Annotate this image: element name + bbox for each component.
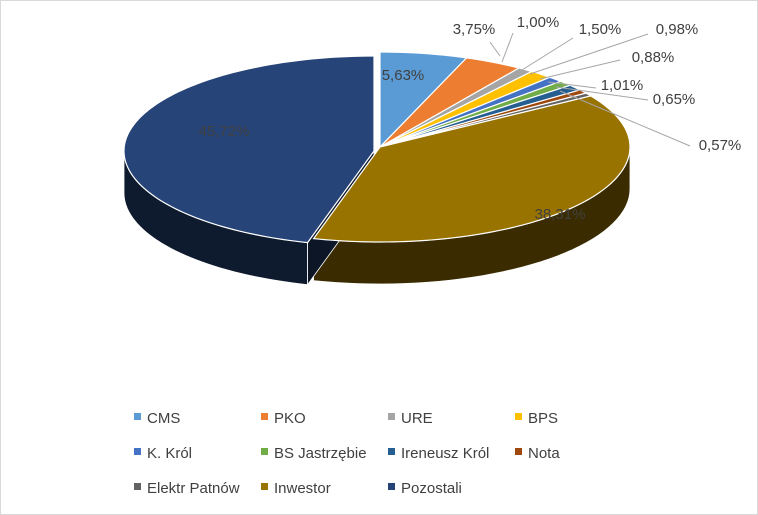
pie-tops [123,51,631,244]
legend-swatch-nota [515,448,522,455]
data-label-pko: 3,75% [453,21,496,38]
legend-label-pozostali: Pozostali [401,480,462,497]
data-label-bps: 1,50% [579,21,622,38]
leader-line-nota [555,86,649,101]
data-label-k-krol: 0,98% [656,21,699,38]
pie-slice-cms [379,51,468,149]
legend-label-nota: Nota [528,445,560,462]
legend-label-elektr-patnow: Elektr Patnów [147,480,240,497]
legend-label-ireneusz-krol: Ireneusz Król [401,445,489,462]
leader-line-bs-jastrzebie [539,59,621,80]
legend-swatch-bps [515,413,522,420]
leader-line-k-krol [529,33,649,75]
pie-slice-inwestor [312,95,631,243]
data-label-elektr-patnow: 0,57% [699,137,742,154]
leader-line-ure [501,32,514,63]
legend-label-bps: BPS [528,410,558,427]
legend-swatch-pozostali [388,483,395,490]
legend-swatch-bs-jastrzebie [261,448,268,455]
legend-item-bps: BPS [515,410,558,427]
legend-item-nota: Nota [515,445,560,462]
legend-swatch-elektr-patnow [134,483,141,490]
leader-line-elektr-patnow [559,90,691,147]
legend-swatch-ure [388,413,395,420]
legend-swatch-ireneusz-krol [388,448,395,455]
legend-label-inwestor: Inwestor [274,480,331,497]
legend-item-bs-jastrzebie: BS Jastrzębie [261,445,367,462]
legend-item-cms: CMS [134,410,180,427]
legend-item-elektr-patnow: Elektr Patnów [134,480,240,497]
data-label-pozostali: 45,72% [199,123,250,140]
pie-slice-pko [379,57,521,148]
legend-swatch-cms [134,413,141,420]
legend-item-ure: URE [388,410,433,427]
legend-label-pko: PKO [274,410,306,427]
legend-item-pko: PKO [261,410,306,427]
data-label-ireneusz-krol: 1,01% [601,77,644,94]
legend-item-inwestor: Inwestor [261,480,331,497]
legend-swatch-inwestor [261,483,268,490]
legend-label-ure: URE [401,410,433,427]
legend-label-k-krol: K. Król [147,445,192,462]
legend-swatch-k-krol [134,448,141,455]
pie-slice-pozostali [123,55,375,244]
legend-label-bs-jastrzebie: BS Jastrzębie [274,445,367,462]
leader-line-bps [521,37,574,71]
data-label-cms: 5,63% [382,67,425,84]
legend-item-pozostali: Pozostali [388,480,462,497]
data-label-ure: 1,00% [517,14,560,31]
legend: CMS PKO URE BPS K. Król BS Jastrzębie Ireneusz… [134,410,560,497]
data-label-nota: 0,65% [653,91,696,108]
leader-line-ireneusz-krol [547,81,597,89]
data-label-inwestor: 38,31% [535,206,586,223]
legend-item-k-krol: K. Król [134,445,192,462]
legend-swatch-pko [261,413,268,420]
leader-line-pko [489,41,501,57]
legend-item-ireneusz-krol: Ireneusz Król [388,445,489,462]
legend-label-cms: CMS [147,410,180,427]
data-labels: 5,63% 3,75% 1,00% 1,50% 0,98% 0,88% 1,01% 0,65%… [199,14,742,223]
data-label-bs-jastrzebie: 0,88% [632,49,675,66]
